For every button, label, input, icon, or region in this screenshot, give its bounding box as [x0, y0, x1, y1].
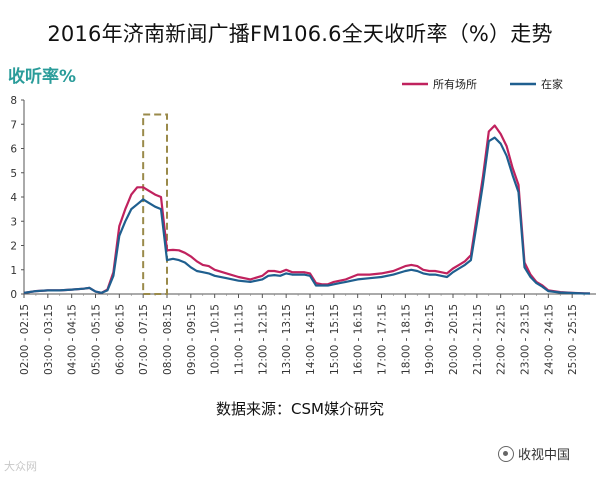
chart-legend: 所有场所 在家	[402, 77, 563, 91]
x-tick-label: 04:00 - 04:15	[67, 304, 79, 375]
series-lines	[23, 124, 591, 295]
x-tick-label: 11:00 - 11:15	[234, 304, 246, 375]
y-tick-label: 6	[10, 144, 17, 156]
x-tick-label: 03:00 - 03:15	[43, 304, 55, 375]
x-tick-label: 25:00 - 25:15	[567, 304, 579, 375]
x-tick-label: 06:00 - 06:15	[114, 304, 126, 375]
line-chart: 0 1 2 3 4 5 6 7 8 02:00 - 02:15 03:00 - 03:15 04:00…	[10, 77, 596, 375]
watermark-left: 大众网	[4, 460, 37, 473]
series-line-all-locations	[23, 124, 591, 295]
y-tick-label: 7	[10, 119, 17, 131]
watermark-right: 收视中国	[498, 444, 570, 463]
y-tick-label: 2	[10, 241, 17, 253]
chart-title: 2016年济南新闻广播FM106.6全天收听率（%）走势	[47, 22, 553, 46]
x-tick-label: 18:00 - 18:15	[400, 304, 412, 375]
x-tick-label: 19:00 - 19:15	[424, 304, 436, 375]
y-tick-label: 1	[10, 265, 17, 277]
y-tick-label: 4	[10, 192, 17, 204]
x-tick-label: 15:00 - 15:15	[329, 304, 341, 375]
x-tick-label: 14:00 - 14:15	[305, 304, 317, 375]
highlight-rect	[142, 113, 169, 295]
y-tick-label: 3	[10, 216, 17, 228]
legend-label-at-home: 在家	[541, 77, 563, 91]
y-axis-label: 收听率%	[8, 67, 77, 87]
x-tick-label: 22:00 - 22:15	[496, 304, 508, 375]
x-tick-label: 16:00 - 16:15	[353, 304, 365, 375]
x-tick-label: 17:00 - 17:15	[377, 304, 389, 375]
x-tick-label: 13:00 - 13:15	[281, 304, 293, 375]
x-tick-label: 20:00 - 20:15	[448, 304, 460, 375]
x-tick-label: 24:00 - 24:15	[543, 304, 555, 375]
x-tick-label: 02:00 - 02:15	[19, 304, 31, 375]
x-tick-label: 08:00 - 08:15	[162, 304, 174, 375]
speech-bubble-icon	[498, 445, 514, 462]
y-tick-label: 8	[10, 95, 17, 107]
x-tick-label: 21:00 - 21:15	[472, 304, 484, 375]
x-tick-label: 10:00 - 10:15	[210, 304, 222, 375]
data-source-note: 数据来源：CSM媒介研究	[216, 400, 384, 418]
x-tick-label: 07:00 - 07:15	[138, 304, 150, 375]
chart-axes: 0 1 2 3 4 5 6 7 8 02:00 - 02:15 03:00 - 03:15 04:00…	[10, 95, 596, 375]
y-tick-label: 5	[10, 168, 17, 180]
watermark-right-label: 收视中国	[518, 448, 571, 463]
legend-label-all-locations: 所有场所	[433, 77, 477, 91]
x-tick-label: 05:00 - 05:15	[91, 304, 103, 375]
x-tick-label: 09:00 - 09:15	[186, 304, 198, 375]
x-tick-label: 23:00 - 23:15	[520, 304, 532, 375]
series-line-at-home	[23, 136, 590, 295]
x-tick-label: 12:00 - 12:15	[257, 304, 269, 375]
highlight-box	[142, 113, 169, 295]
y-tick-label: 0	[10, 289, 17, 301]
